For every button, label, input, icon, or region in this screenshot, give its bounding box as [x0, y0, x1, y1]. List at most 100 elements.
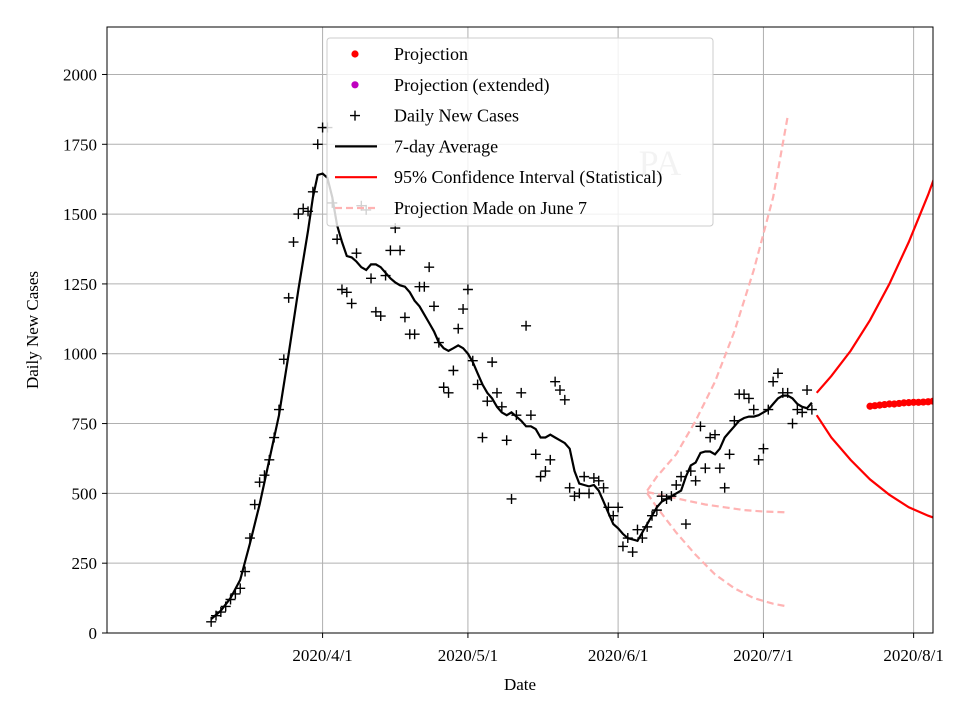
- y-axis-title: Daily New Cases: [23, 271, 42, 389]
- daily-case-point: [598, 482, 609, 493]
- daily-case-point: [254, 477, 265, 488]
- legend-swatch-dot: [351, 50, 359, 58]
- y-tick-label: 500: [72, 484, 98, 503]
- daily-case-point: [487, 357, 498, 368]
- plot-frame: [106, 26, 934, 634]
- projection-point: [939, 396, 946, 403]
- daily-case-point: [530, 449, 541, 460]
- legend: Projection Projection (extended) Daily New…: [326, 37, 714, 227]
- daily-case-point: [477, 432, 488, 443]
- daily-case-point: [559, 394, 570, 405]
- daily-case-point: [705, 432, 716, 443]
- daily-case-point: [351, 248, 362, 259]
- daily-case-point: [768, 376, 779, 387]
- legend-label: 7-day Average: [394, 136, 498, 156]
- daily-case-point: [249, 499, 260, 510]
- daily-case-point: [283, 292, 294, 303]
- daily-case-point: [443, 387, 454, 398]
- daily-case-point: [288, 237, 299, 248]
- daily-case-point: [700, 463, 711, 474]
- daily-case-point: [554, 385, 565, 396]
- daily-case-point: [438, 382, 449, 393]
- daily-case-point: [312, 139, 323, 150]
- axes: 2020/4/1 2020/5/1 2020/6/1 2020/7/1 2020/8/1…: [63, 65, 944, 665]
- daily-case-point: [802, 385, 813, 396]
- legend-label: Projection (extended): [394, 75, 549, 96]
- daily-case-point: [695, 421, 706, 432]
- legend-entry: Daily New Cases: [350, 106, 519, 126]
- y-tick-label: 750: [72, 415, 98, 434]
- confidence-interval-upper-line: [815, 178, 933, 394]
- y-tick-label: 1250: [63, 275, 97, 294]
- daily-case-point: [370, 306, 381, 317]
- daily-case-point: [525, 410, 536, 421]
- daily-case-point: [501, 435, 512, 446]
- daily-case-point: [458, 304, 469, 315]
- legend-swatch-plus: [350, 110, 360, 121]
- daily-case-point: [671, 479, 682, 490]
- legend-entry: 7-day Average: [335, 136, 498, 156]
- daily-case-point: [627, 547, 638, 558]
- daily-case-point: [584, 488, 595, 499]
- daily-case-point: [719, 482, 730, 493]
- x-tick-label: 2020/5/1: [438, 646, 498, 665]
- daily-case-point: [366, 273, 377, 284]
- x-tick-label: 2020/4/1: [292, 646, 352, 665]
- plot-area: [206, 116, 951, 627]
- daily-case-point: [496, 401, 507, 412]
- x-tick-label: 2020/6/1: [588, 646, 648, 665]
- y-tick-label: 2000: [63, 65, 97, 84]
- seven-day-average-line: [210, 172, 813, 620]
- daily-case-point: [690, 475, 701, 486]
- daily-case-point: [409, 329, 420, 340]
- daily-case-point: [424, 262, 435, 273]
- daily-case-point: [448, 365, 459, 376]
- daily-case-point: [676, 471, 687, 482]
- daily-case-point: [341, 287, 352, 298]
- confidence-interval-lower-line: [815, 414, 933, 519]
- daily-case-point: [617, 541, 628, 552]
- daily-case-point: [516, 387, 527, 398]
- y-tick-label: 0: [89, 624, 98, 643]
- daily-case-point: [564, 482, 575, 493]
- y-tick-label: 250: [72, 554, 98, 573]
- legend-label: Projection: [394, 44, 468, 64]
- legend-label: 95% Confidence Interval (Statistical): [394, 167, 662, 188]
- daily-case-point: [758, 443, 769, 454]
- daily-case-point: [540, 466, 551, 477]
- daily-case-point: [545, 454, 556, 465]
- daily-case-point: [550, 376, 561, 387]
- daily-case-point: [375, 311, 386, 322]
- june7-projection-center-line: [646, 490, 788, 514]
- legend-entry: Projection (extended): [351, 75, 549, 96]
- daily-case-point: [739, 389, 750, 400]
- legend-entry: 95% Confidence Interval (Statistical): [335, 167, 662, 188]
- daily-case-point: [806, 404, 817, 415]
- daily-case-point: [419, 281, 430, 292]
- daily-case-point: [506, 493, 517, 504]
- x-tick-label: 2020/8/1: [883, 646, 943, 665]
- projection-point: [944, 395, 951, 402]
- legend-entry: Projection Made on June 7: [335, 198, 587, 218]
- daily-case-point: [491, 387, 502, 398]
- daily-case-point: [535, 471, 546, 482]
- june7-projection-lower-line: [646, 492, 788, 608]
- daily-case-point: [482, 396, 493, 407]
- daily-case-point: [714, 463, 725, 474]
- daily-case-point: [346, 298, 357, 309]
- daily-case-point: [472, 379, 483, 390]
- y-tick-label: 1750: [63, 135, 97, 154]
- daily-case-point: [385, 245, 396, 256]
- daily-case-point: [462, 284, 473, 295]
- daily-case-point: [680, 519, 691, 530]
- daily-case-point: [724, 449, 735, 460]
- legend-label: Projection Made on June 7: [394, 198, 587, 218]
- daily-case-point: [521, 320, 532, 331]
- legend-swatch-dot: [351, 81, 359, 89]
- projection-point: [929, 397, 933, 405]
- daily-case-point: [579, 471, 590, 482]
- daily-case-point: [588, 473, 599, 484]
- daily-case-point: [797, 407, 808, 418]
- daily-case-point: [298, 203, 309, 214]
- daily-case-point: [395, 245, 406, 256]
